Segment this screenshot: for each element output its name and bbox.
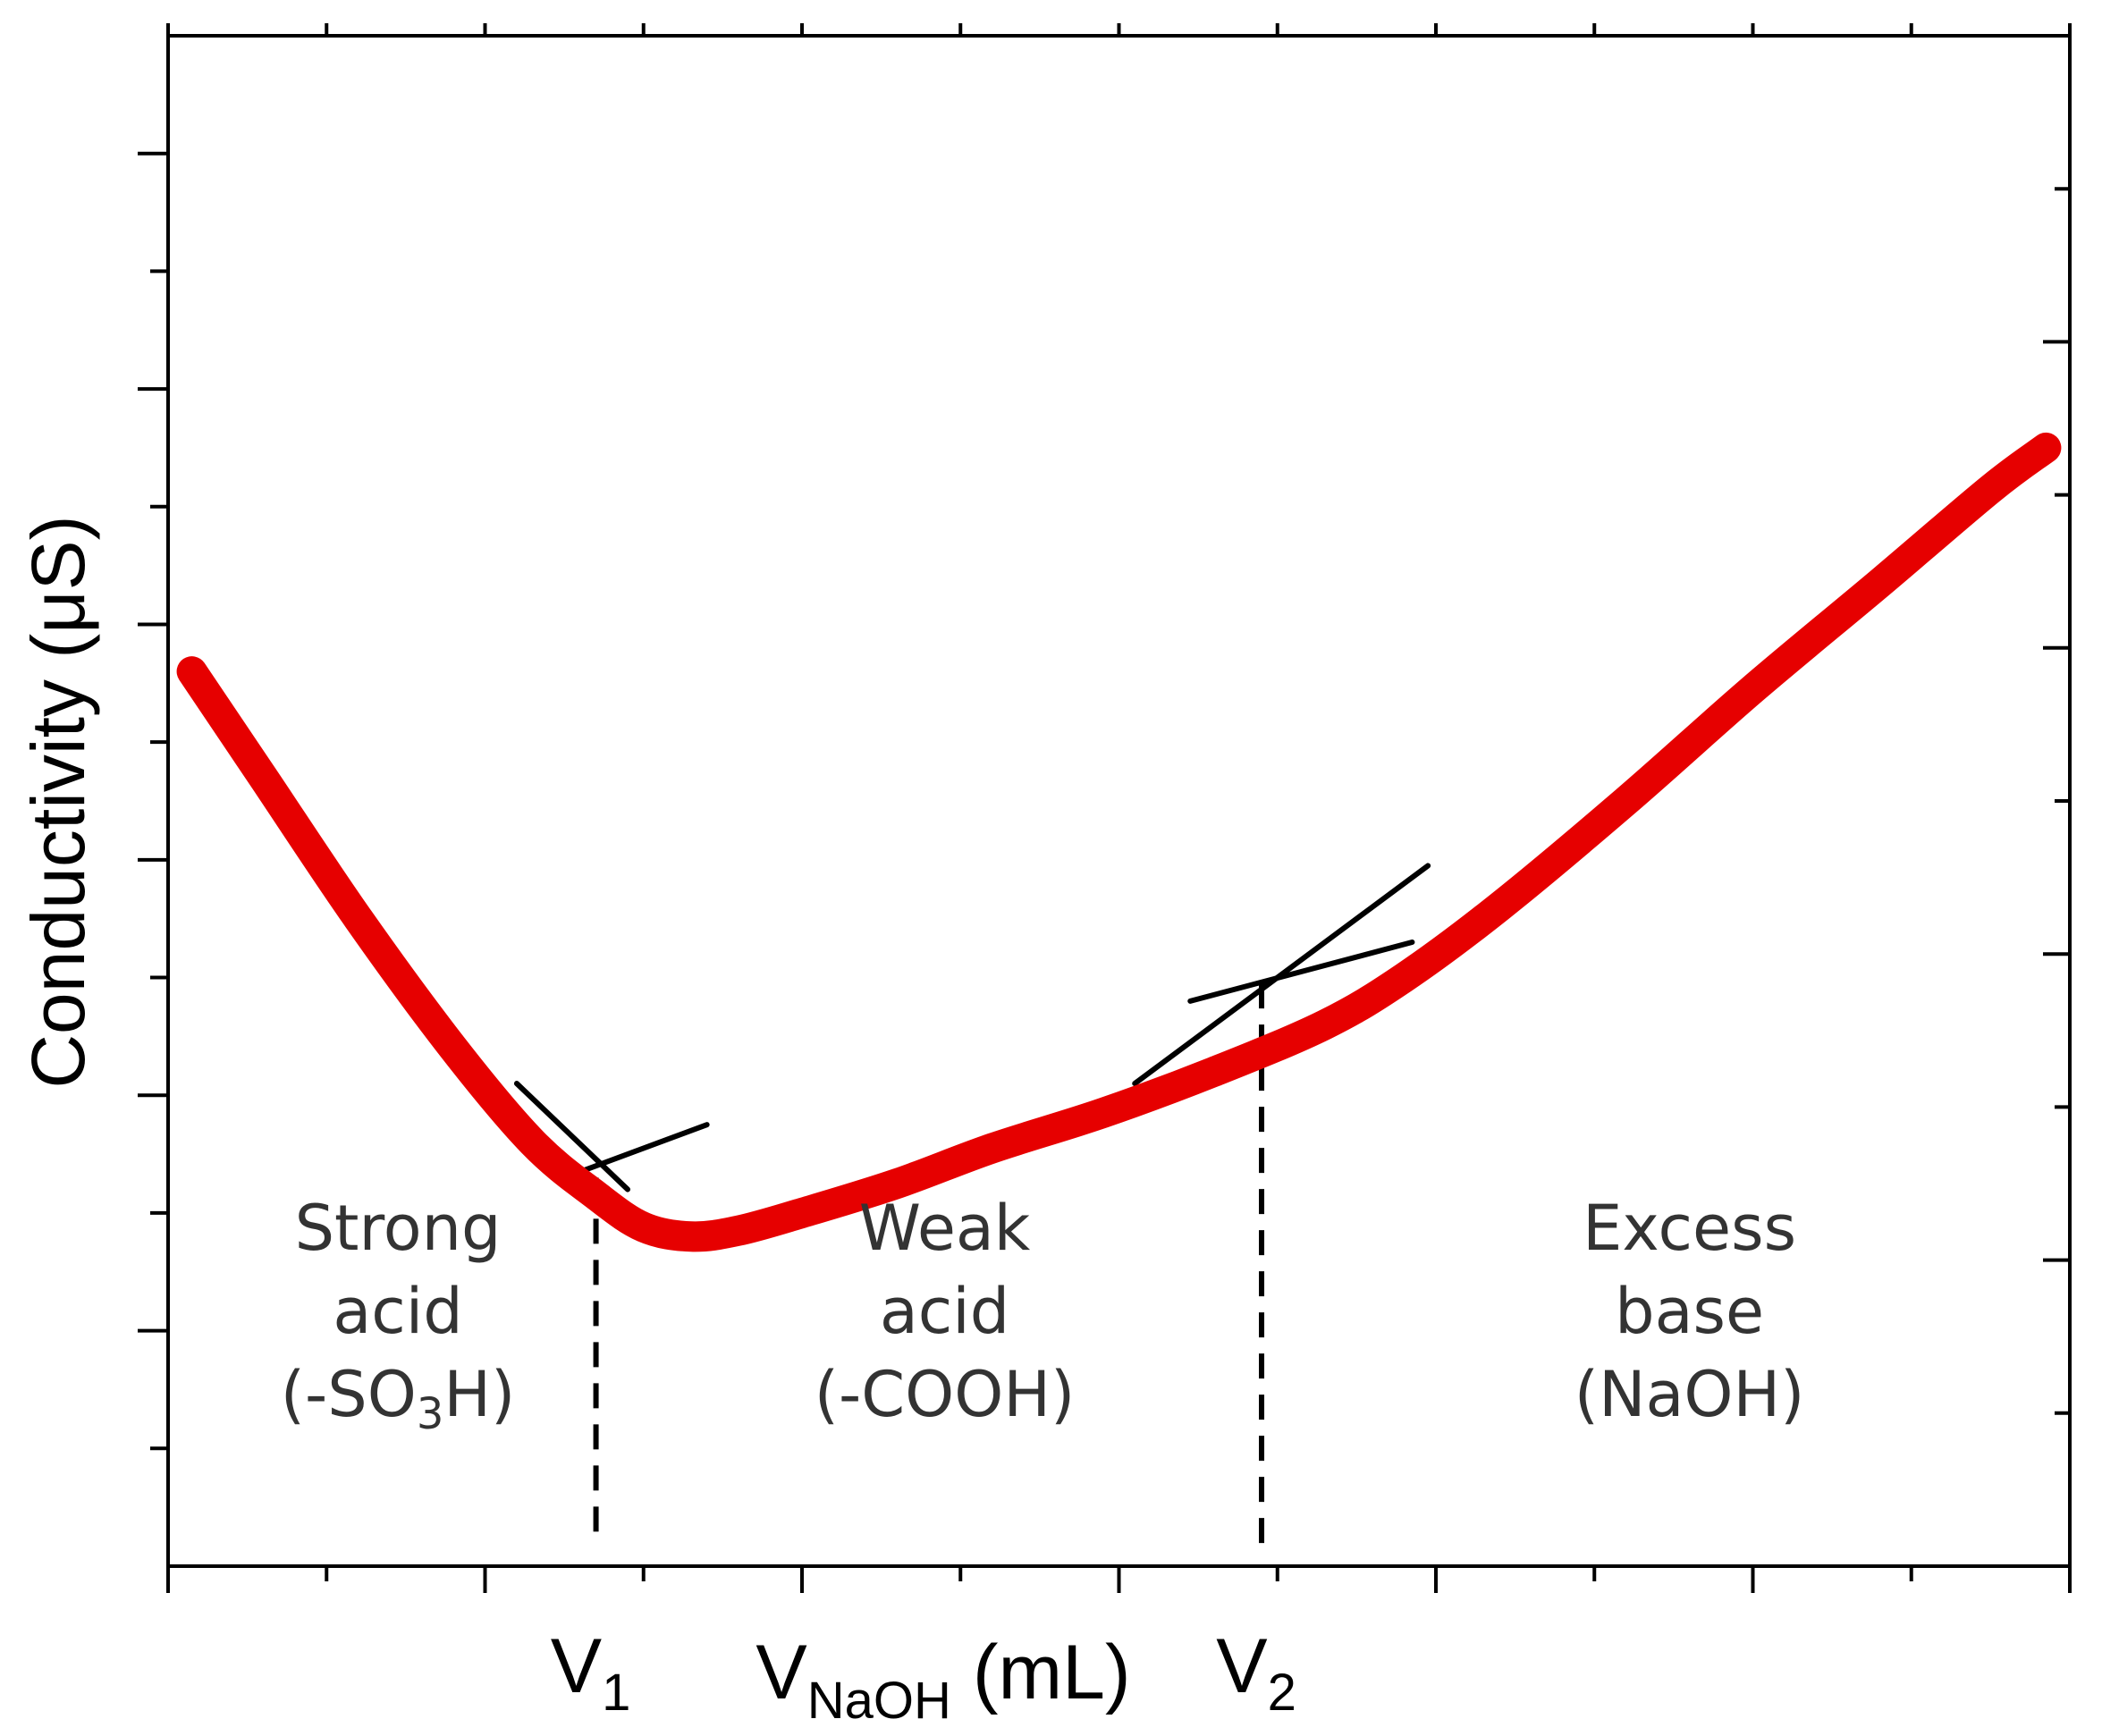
region-labels: Strong acid (-SO3H) Weak acid (-COOH) Excess ba…	[281, 1192, 1805, 1439]
strong-acid-formula-post: H)	[443, 1358, 515, 1431]
equivalence-label-sub: 1	[602, 1664, 630, 1722]
weak-acid-tangent-2	[1187, 940, 1415, 1004]
x-axis-label-unit: (mL)	[951, 1630, 1131, 1715]
strong-acid-label-line: Strong	[295, 1192, 502, 1265]
conductivity-curve	[176, 432, 2062, 1252]
strong-acid-formula-main: (-SO	[281, 1358, 417, 1431]
equivalence-dashed-lines	[593, 983, 1265, 1545]
x-axis-label-sub: NaOH	[807, 1672, 951, 1730]
weak-acid-formula: (-COOH)	[815, 1358, 1076, 1431]
weak-acid-label-line: Weak	[859, 1192, 1031, 1265]
x-axis-label-main: V	[756, 1630, 806, 1715]
excess-base-label-line: base	[1615, 1275, 1764, 1348]
strong-acid-tangent	[513, 1081, 631, 1192]
strong-acid-label-line: acid	[333, 1275, 462, 1348]
excess-base-label-line: Excess	[1583, 1192, 1796, 1265]
equivalence-label-sub: 2	[1268, 1664, 1296, 1722]
excess-base-tangent	[1132, 863, 1431, 1087]
excess-base-formula: (NaOH)	[1574, 1358, 1805, 1431]
weak-acid-tangent-1	[561, 1122, 710, 1181]
tangent-lines	[513, 863, 1431, 1192]
equivalence-label-v2: V2	[1216, 1623, 1296, 1722]
equivalence-label-main: V	[551, 1623, 602, 1709]
equivalence-label-v1: V1	[551, 1623, 631, 1722]
weak-acid-label-line: acid	[880, 1275, 1009, 1348]
strong-acid-formula: (-SO3H)	[281, 1358, 516, 1439]
excess-base-formula-main: (NaOH)	[1574, 1358, 1805, 1431]
equivalence-labels: V1 V2	[551, 1623, 1296, 1722]
x-axis-label: VNaOH (mL)	[756, 1630, 1130, 1730]
axis-ticks	[138, 23, 2072, 1593]
weak-acid-formula-main: (-COOH)	[815, 1358, 1076, 1431]
strong-acid-formula-sub: 3	[417, 1389, 444, 1439]
equivalence-label-main: V	[1216, 1623, 1267, 1709]
y-axis-label: Conductivity (μS)	[16, 515, 100, 1088]
